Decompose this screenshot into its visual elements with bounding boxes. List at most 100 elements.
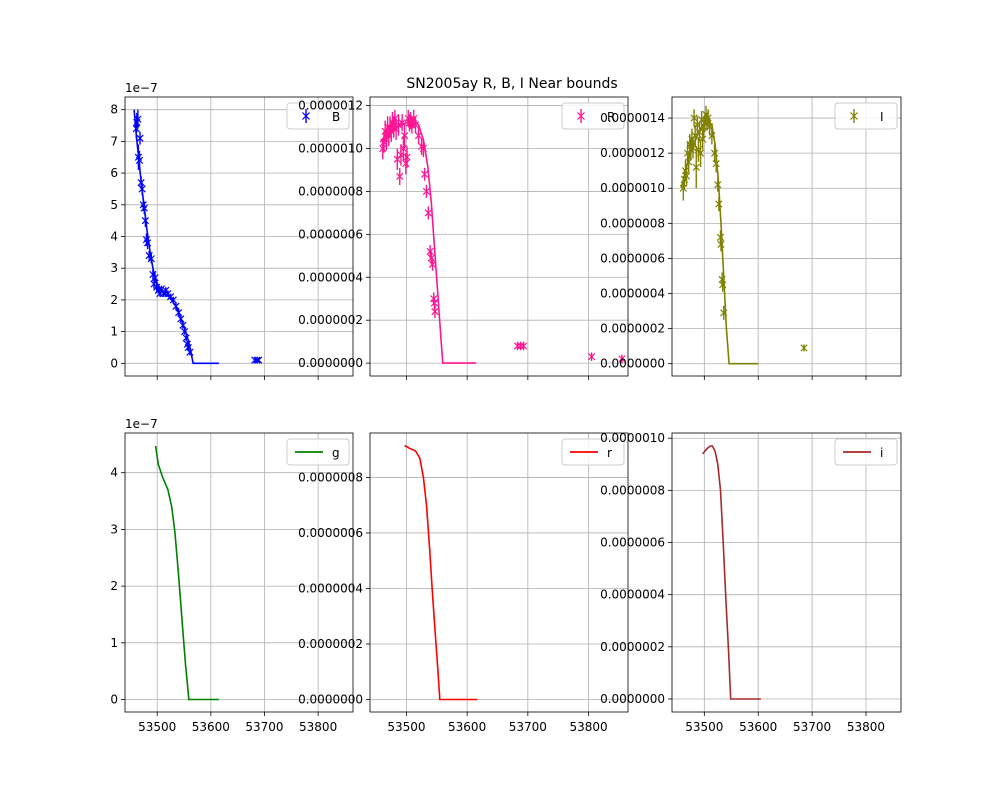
x-marker-stroke (421, 170, 429, 178)
data-point (519, 341, 528, 351)
x-marker-stroke (400, 132, 409, 140)
x-marker-stroke (587, 353, 596, 361)
x-tick-label: 53800 (847, 720, 885, 734)
legend-marker (577, 112, 585, 120)
legend-r: r (561, 438, 625, 466)
data-point (147, 253, 155, 264)
x-marker-stroke (513, 342, 522, 350)
y-tick-label: 0.0000000 (298, 693, 363, 707)
data-point (428, 257, 437, 271)
legend-box (561, 102, 625, 130)
data-point (699, 128, 707, 150)
x-marker-stroke (172, 302, 180, 310)
x-marker-stroke (169, 296, 177, 304)
y-tick-label: 0 (110, 356, 118, 370)
data-point (182, 334, 190, 342)
data-point (254, 356, 263, 364)
x-marker-stroke (690, 114, 698, 122)
x-marker-stroke (407, 116, 415, 125)
data-point (426, 245, 434, 258)
y-tick-label: 0.0000008 (600, 483, 665, 497)
x-marker-stroke (175, 308, 183, 317)
x-marker-stroke (177, 315, 185, 323)
x-tick-label: 53800 (299, 720, 337, 734)
figure-title: SN2005ay R, B, I Near bounds (406, 76, 617, 92)
data-point (135, 150, 144, 170)
plot-data-B (132, 109, 263, 365)
data-point (141, 214, 150, 227)
x-marker-stroke (134, 153, 143, 161)
x-marker-stroke (679, 184, 687, 192)
x-marker-stroke (717, 240, 725, 249)
legend-label: R (607, 110, 615, 124)
y-tick-label: 1 (110, 636, 118, 650)
x-marker-stroke (428, 260, 437, 269)
x-marker-stroke (719, 281, 727, 289)
x-marker-stroke (696, 149, 705, 157)
y-tick-label: 4 (110, 230, 118, 244)
subplot-B: 0 1 2 3 4 5 6 7 8 1e−7 B (110, 81, 354, 380)
x-marker-stroke (706, 123, 714, 131)
legend-g: g (286, 438, 350, 466)
y-tick-label: 0.0000006 (600, 536, 665, 550)
data-point (391, 109, 399, 128)
data-point (692, 146, 700, 189)
legend-label: g (332, 446, 340, 460)
legend-marker (302, 112, 310, 120)
data-point (695, 123, 704, 141)
y-tick-label: 2 (110, 579, 118, 593)
y-tick-label: 8 (110, 103, 118, 117)
x-marker-stroke (253, 356, 261, 364)
data-point (715, 197, 723, 212)
x-marker-stroke (142, 236, 151, 244)
data-point (179, 321, 187, 329)
plot-data-I (679, 105, 808, 365)
x-marker-stroke (399, 144, 408, 153)
x-marker-stroke (162, 286, 170, 295)
x-tick-label: 53700 (509, 720, 547, 734)
x-marker-stroke (426, 247, 434, 256)
y-tick-label: 0.0000010 (298, 142, 363, 156)
data-point (414, 127, 423, 145)
x-marker-stroke (708, 131, 716, 140)
y-tick-label: 0.0000006 (600, 251, 665, 265)
data-point (422, 184, 431, 198)
x-marker-stroke (402, 159, 410, 168)
plot-data-i (702, 445, 761, 700)
x-marker-stroke (692, 163, 700, 171)
x-marker-stroke (184, 343, 192, 352)
x-marker-stroke (704, 114, 712, 122)
axes-frame (124, 96, 354, 377)
x-tick-label: 53600 (192, 720, 230, 734)
axes-frame (369, 96, 629, 377)
plot-data-g (154, 445, 219, 701)
data-point (421, 167, 429, 181)
x-marker-stroke (618, 355, 626, 363)
legend-box (834, 102, 898, 130)
data-point (682, 165, 691, 187)
x-marker-stroke (145, 251, 153, 260)
x-marker-stroke (137, 178, 145, 187)
y-tick-label: 0.0000000 (600, 357, 665, 371)
x-marker-stroke (695, 128, 704, 136)
y-tick-label: 0.0000000 (298, 356, 363, 370)
x-marker-stroke (682, 172, 691, 180)
x-marker-stroke (143, 239, 152, 247)
data-point (180, 327, 189, 336)
data-point (800, 344, 808, 352)
legend-label: i (880, 446, 883, 460)
data-point (696, 139, 705, 168)
x-marker-stroke (394, 121, 403, 129)
data-point (136, 131, 144, 145)
y-tick-label: 0.0000006 (298, 227, 363, 241)
y-tick-label: 1 (110, 325, 118, 339)
x-marker-stroke (431, 307, 439, 316)
data-point (719, 277, 727, 292)
data-point (419, 139, 428, 158)
legend-i: i (834, 438, 898, 466)
legend-label: r (607, 446, 612, 460)
x-marker-stroke (419, 144, 428, 153)
data-point (151, 272, 159, 283)
y-offset-label: 1e−7 (125, 81, 158, 95)
